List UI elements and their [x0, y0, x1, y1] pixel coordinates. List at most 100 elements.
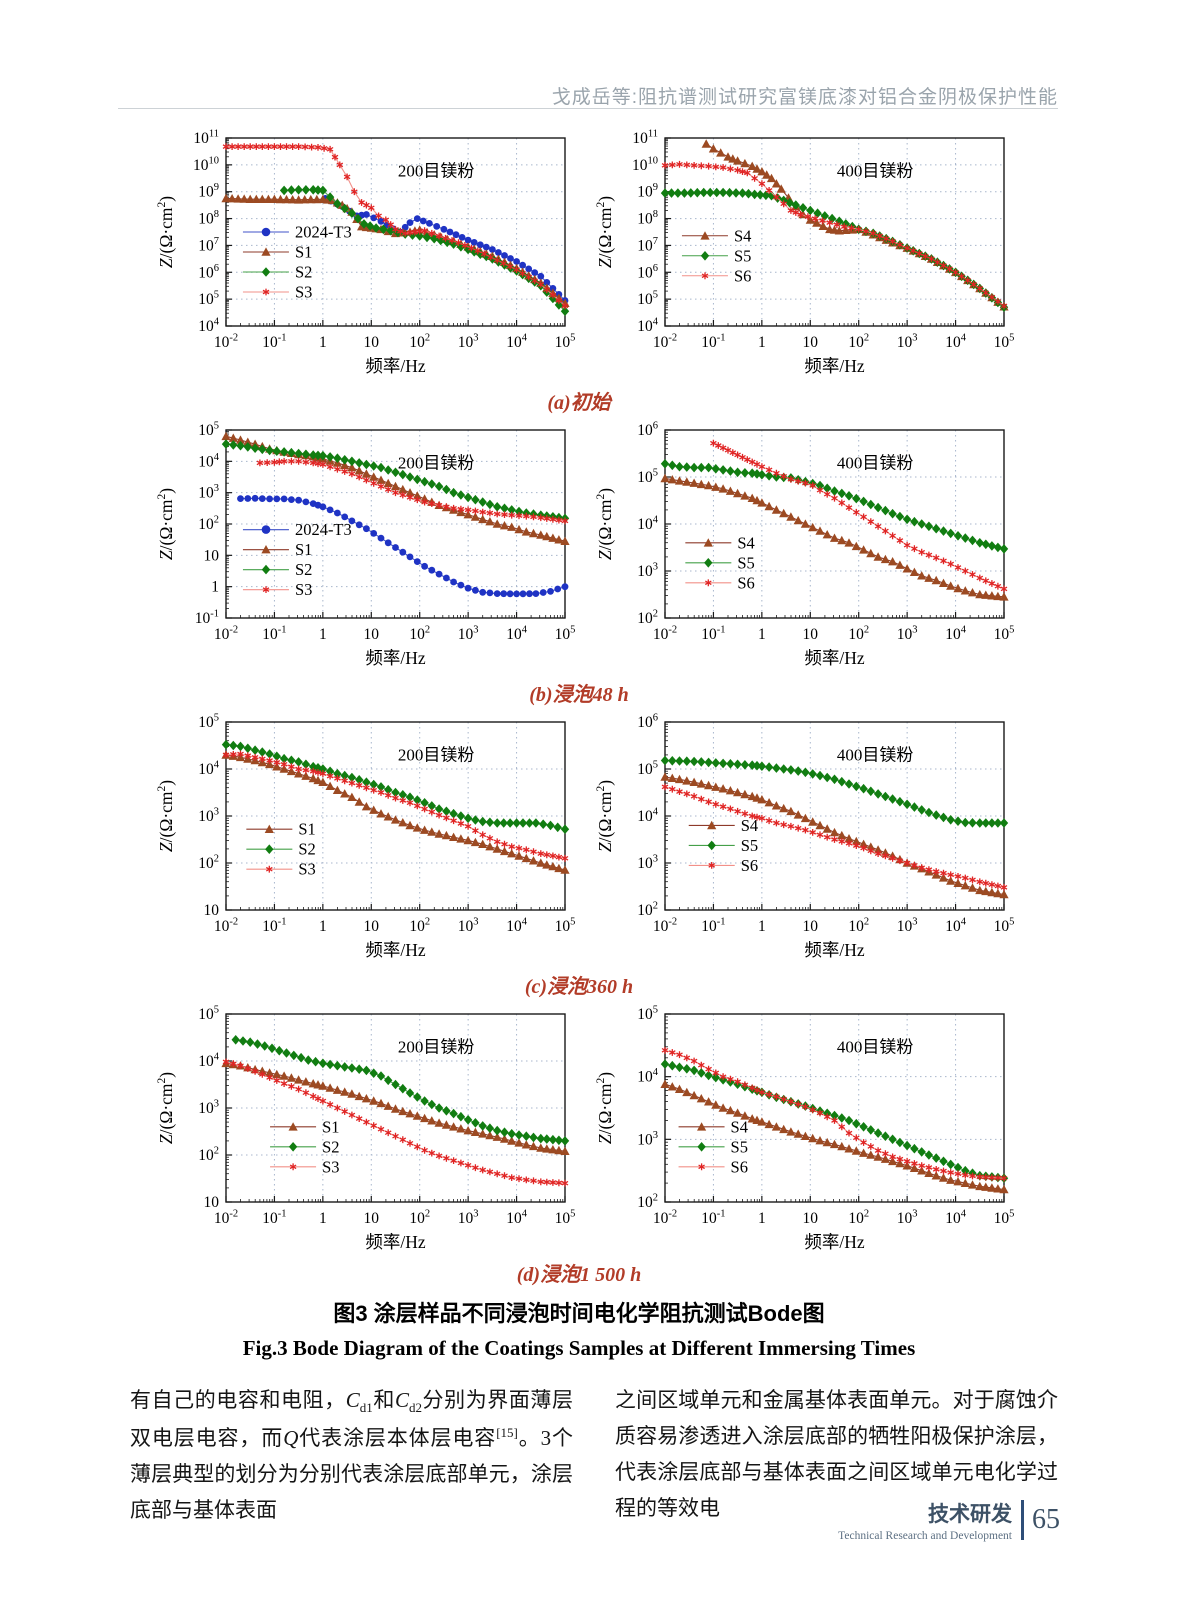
svg-text:S6: S6	[737, 573, 754, 592]
svg-text:103: 103	[458, 625, 479, 644]
svg-text:S1: S1	[295, 540, 312, 559]
svg-text:S4: S4	[731, 1117, 748, 1136]
svg-text:S6: S6	[731, 1157, 748, 1176]
svg-text:104: 104	[506, 625, 527, 644]
svg-text:10-2: 10-2	[214, 1209, 238, 1228]
svg-text:频率/Hz: 频率/Hz	[804, 940, 864, 960]
svg-text:Z/(Ω·cm2): Z/(Ω·cm2)	[156, 488, 176, 560]
svg-text:10: 10	[204, 902, 220, 919]
svg-text:S5: S5	[741, 836, 758, 855]
svg-text:103: 103	[458, 333, 479, 352]
svg-text:10-2: 10-2	[653, 917, 677, 936]
svg-text:103: 103	[897, 625, 918, 644]
svg-text:107: 107	[198, 236, 219, 255]
svg-text:105: 105	[198, 713, 219, 732]
footer-divider	[1021, 1500, 1024, 1540]
svg-text:S5: S5	[737, 553, 754, 572]
svg-text:105: 105	[198, 1005, 219, 1024]
svg-text:S3: S3	[322, 1157, 339, 1176]
figure-row-b: 10-2 10-1 1 10 102 103 104 105 10-1 1 10 102 103 104 1…	[140, 420, 1018, 670]
svg-text:104: 104	[945, 625, 967, 644]
svg-text:Z/(Ω·cm2): Z/(Ω·cm2)	[595, 780, 615, 852]
svg-text:S6: S6	[741, 856, 758, 875]
figure-title-en: Fig.3 Bode Diagram of the Coatings Sampl…	[242, 1336, 916, 1360]
figure-3: 10-2 10-1 1 10 102 103 104 105 104 105 106 107 108 10…	[140, 128, 1018, 1361]
svg-text:104: 104	[637, 317, 659, 336]
svg-text:1: 1	[319, 918, 327, 935]
svg-text:1010: 1010	[193, 155, 219, 174]
svg-text:Z/(Ω·cm2): Z/(Ω·cm2)	[595, 1072, 615, 1144]
svg-text:10-2: 10-2	[214, 333, 238, 352]
svg-text:106: 106	[637, 713, 658, 732]
caption-d: (d)浸泡1 500 h	[516, 1264, 642, 1286]
bode-chart-c-left: 10-2 10-1 1 10 102 103 104 105 10 102 103 104 105 Z/(…	[140, 712, 579, 962]
svg-text:102: 102	[409, 625, 430, 644]
svg-text:1010: 1010	[632, 155, 658, 174]
svg-text:Z/(Ω·cm2): Z/(Ω·cm2)	[156, 780, 176, 852]
svg-text:Z/(Ω·cm2): Z/(Ω·cm2)	[156, 1072, 176, 1144]
svg-text:106: 106	[637, 263, 658, 282]
svg-text:108: 108	[637, 209, 658, 228]
svg-text:1: 1	[319, 626, 327, 643]
svg-text:10-1: 10-1	[701, 917, 725, 936]
svg-text:频率/Hz: 频率/Hz	[365, 648, 425, 668]
svg-text:104: 104	[198, 760, 220, 779]
page-footer: 技术研发 Technical Research and Development …	[720, 1498, 1060, 1542]
svg-text:S4: S4	[734, 226, 751, 245]
svg-text:2024-T3: 2024-T3	[295, 223, 352, 242]
svg-text:109: 109	[198, 182, 219, 201]
svg-text:102: 102	[848, 333, 869, 352]
caption-a: (a)初始	[547, 392, 611, 414]
svg-text:S4: S4	[737, 533, 754, 552]
svg-text:105: 105	[198, 290, 219, 309]
svg-text:104: 104	[198, 452, 220, 471]
svg-text:102: 102	[637, 901, 658, 920]
svg-text:105: 105	[637, 290, 658, 309]
svg-text:10: 10	[204, 1194, 220, 1211]
svg-text:105: 105	[555, 1209, 576, 1228]
svg-text:102: 102	[198, 1146, 219, 1165]
body-text: 有自己的电容和电阻，Cd1和Cd2分别为界面薄层双电层电容，而Q代表涂层本体层电…	[130, 1382, 1058, 1528]
svg-text:103: 103	[198, 1099, 219, 1118]
svg-text:S5: S5	[734, 246, 751, 265]
page-number: 65	[1032, 1504, 1060, 1535]
svg-text:102: 102	[848, 1209, 869, 1228]
svg-text:10-1: 10-1	[195, 609, 219, 628]
bode-chart-b-left: 10-2 10-1 1 10 102 103 104 105 10-1 1 10 102 103 104 1…	[140, 420, 579, 670]
svg-text:S3: S3	[295, 283, 312, 302]
svg-text:1: 1	[319, 334, 327, 351]
svg-text:10-1: 10-1	[262, 1209, 286, 1228]
svg-text:104: 104	[506, 1209, 527, 1228]
svg-text:S2: S2	[295, 263, 312, 282]
figure-title-zh: 图3 涂层样品不同浸泡时间电化学阻抗测试Bode图	[333, 1301, 825, 1326]
bode-chart-b-right: 10-2 10-1 1 10 102 103 104 105 102 103 104 105 106 Z/…	[579, 420, 1018, 670]
svg-text:10: 10	[364, 334, 380, 351]
svg-text:S2: S2	[298, 840, 315, 859]
svg-text:400目镁粉: 400目镁粉	[837, 453, 914, 472]
svg-text:103: 103	[637, 562, 658, 581]
svg-text:105: 105	[555, 333, 576, 352]
svg-text:109: 109	[637, 182, 658, 201]
svg-text:200目镁粉: 200目镁粉	[398, 1037, 475, 1056]
svg-text:102: 102	[198, 854, 219, 873]
svg-text:频率/Hz: 频率/Hz	[804, 1232, 864, 1252]
svg-text:105: 105	[555, 625, 576, 644]
svg-text:105: 105	[555, 917, 576, 936]
svg-text:108: 108	[198, 209, 219, 228]
svg-text:104: 104	[506, 333, 527, 352]
svg-text:10-2: 10-2	[653, 625, 677, 644]
svg-text:105: 105	[637, 760, 658, 779]
svg-text:102: 102	[198, 515, 219, 534]
svg-text:S2: S2	[322, 1137, 339, 1156]
svg-text:10-1: 10-1	[262, 917, 286, 936]
caption-c: (c)浸泡360 h	[524, 976, 634, 998]
svg-text:10-1: 10-1	[262, 625, 286, 644]
svg-text:103: 103	[897, 917, 918, 936]
footer-section: 技术研发 Technical Research and Development	[838, 1498, 1012, 1542]
svg-text:2024-T3: 2024-T3	[295, 520, 352, 539]
running-head: 戈成岳等:阻抗谱测试研究富镁底漆对铝合金阴极保护性能	[551, 87, 1058, 108]
footer-section-zh: 技术研发	[928, 1503, 1012, 1526]
svg-text:1: 1	[758, 1210, 766, 1227]
svg-text:频率/Hz: 频率/Hz	[365, 940, 425, 960]
footer-section-en: Technical Research and Development	[838, 1530, 1012, 1542]
